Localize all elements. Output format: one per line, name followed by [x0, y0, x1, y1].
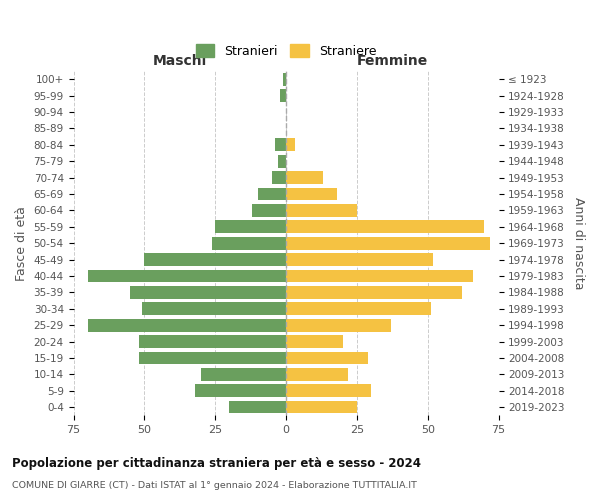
Bar: [278, 155, 286, 168]
Bar: [139, 335, 286, 348]
Bar: [229, 400, 286, 413]
Bar: [272, 171, 286, 184]
Bar: [280, 90, 286, 102]
Bar: [88, 318, 286, 332]
Bar: [286, 220, 484, 233]
Bar: [201, 368, 286, 380]
Bar: [196, 384, 286, 397]
Bar: [286, 335, 343, 348]
Bar: [286, 138, 295, 151]
Text: Femmine: Femmine: [356, 54, 428, 68]
Bar: [142, 302, 286, 315]
Bar: [212, 237, 286, 250]
Bar: [286, 270, 473, 282]
Bar: [286, 302, 431, 315]
Bar: [130, 286, 286, 298]
Bar: [286, 253, 433, 266]
Text: Maschi: Maschi: [152, 54, 207, 68]
Bar: [258, 188, 286, 200]
Text: COMUNE DI GIARRE (CT) - Dati ISTAT al 1° gennaio 2024 - Elaborazione TUTTITALIA.: COMUNE DI GIARRE (CT) - Dati ISTAT al 1°…: [12, 481, 417, 490]
Bar: [252, 204, 286, 217]
Text: Popolazione per cittadinanza straniera per età e sesso - 2024: Popolazione per cittadinanza straniera p…: [12, 458, 421, 470]
Bar: [145, 253, 286, 266]
Bar: [215, 220, 286, 233]
Legend: Stranieri, Straniere: Stranieri, Straniere: [191, 40, 382, 63]
Bar: [286, 188, 337, 200]
Bar: [275, 138, 286, 151]
Bar: [286, 368, 349, 380]
Bar: [286, 384, 371, 397]
Bar: [283, 73, 286, 86]
Y-axis label: Fasce di età: Fasce di età: [15, 206, 28, 281]
Bar: [286, 237, 490, 250]
Bar: [88, 270, 286, 282]
Bar: [286, 352, 368, 364]
Bar: [286, 318, 391, 332]
Bar: [139, 352, 286, 364]
Bar: [286, 204, 357, 217]
Y-axis label: Anni di nascita: Anni di nascita: [572, 197, 585, 290]
Bar: [286, 286, 462, 298]
Bar: [286, 400, 357, 413]
Bar: [286, 171, 323, 184]
